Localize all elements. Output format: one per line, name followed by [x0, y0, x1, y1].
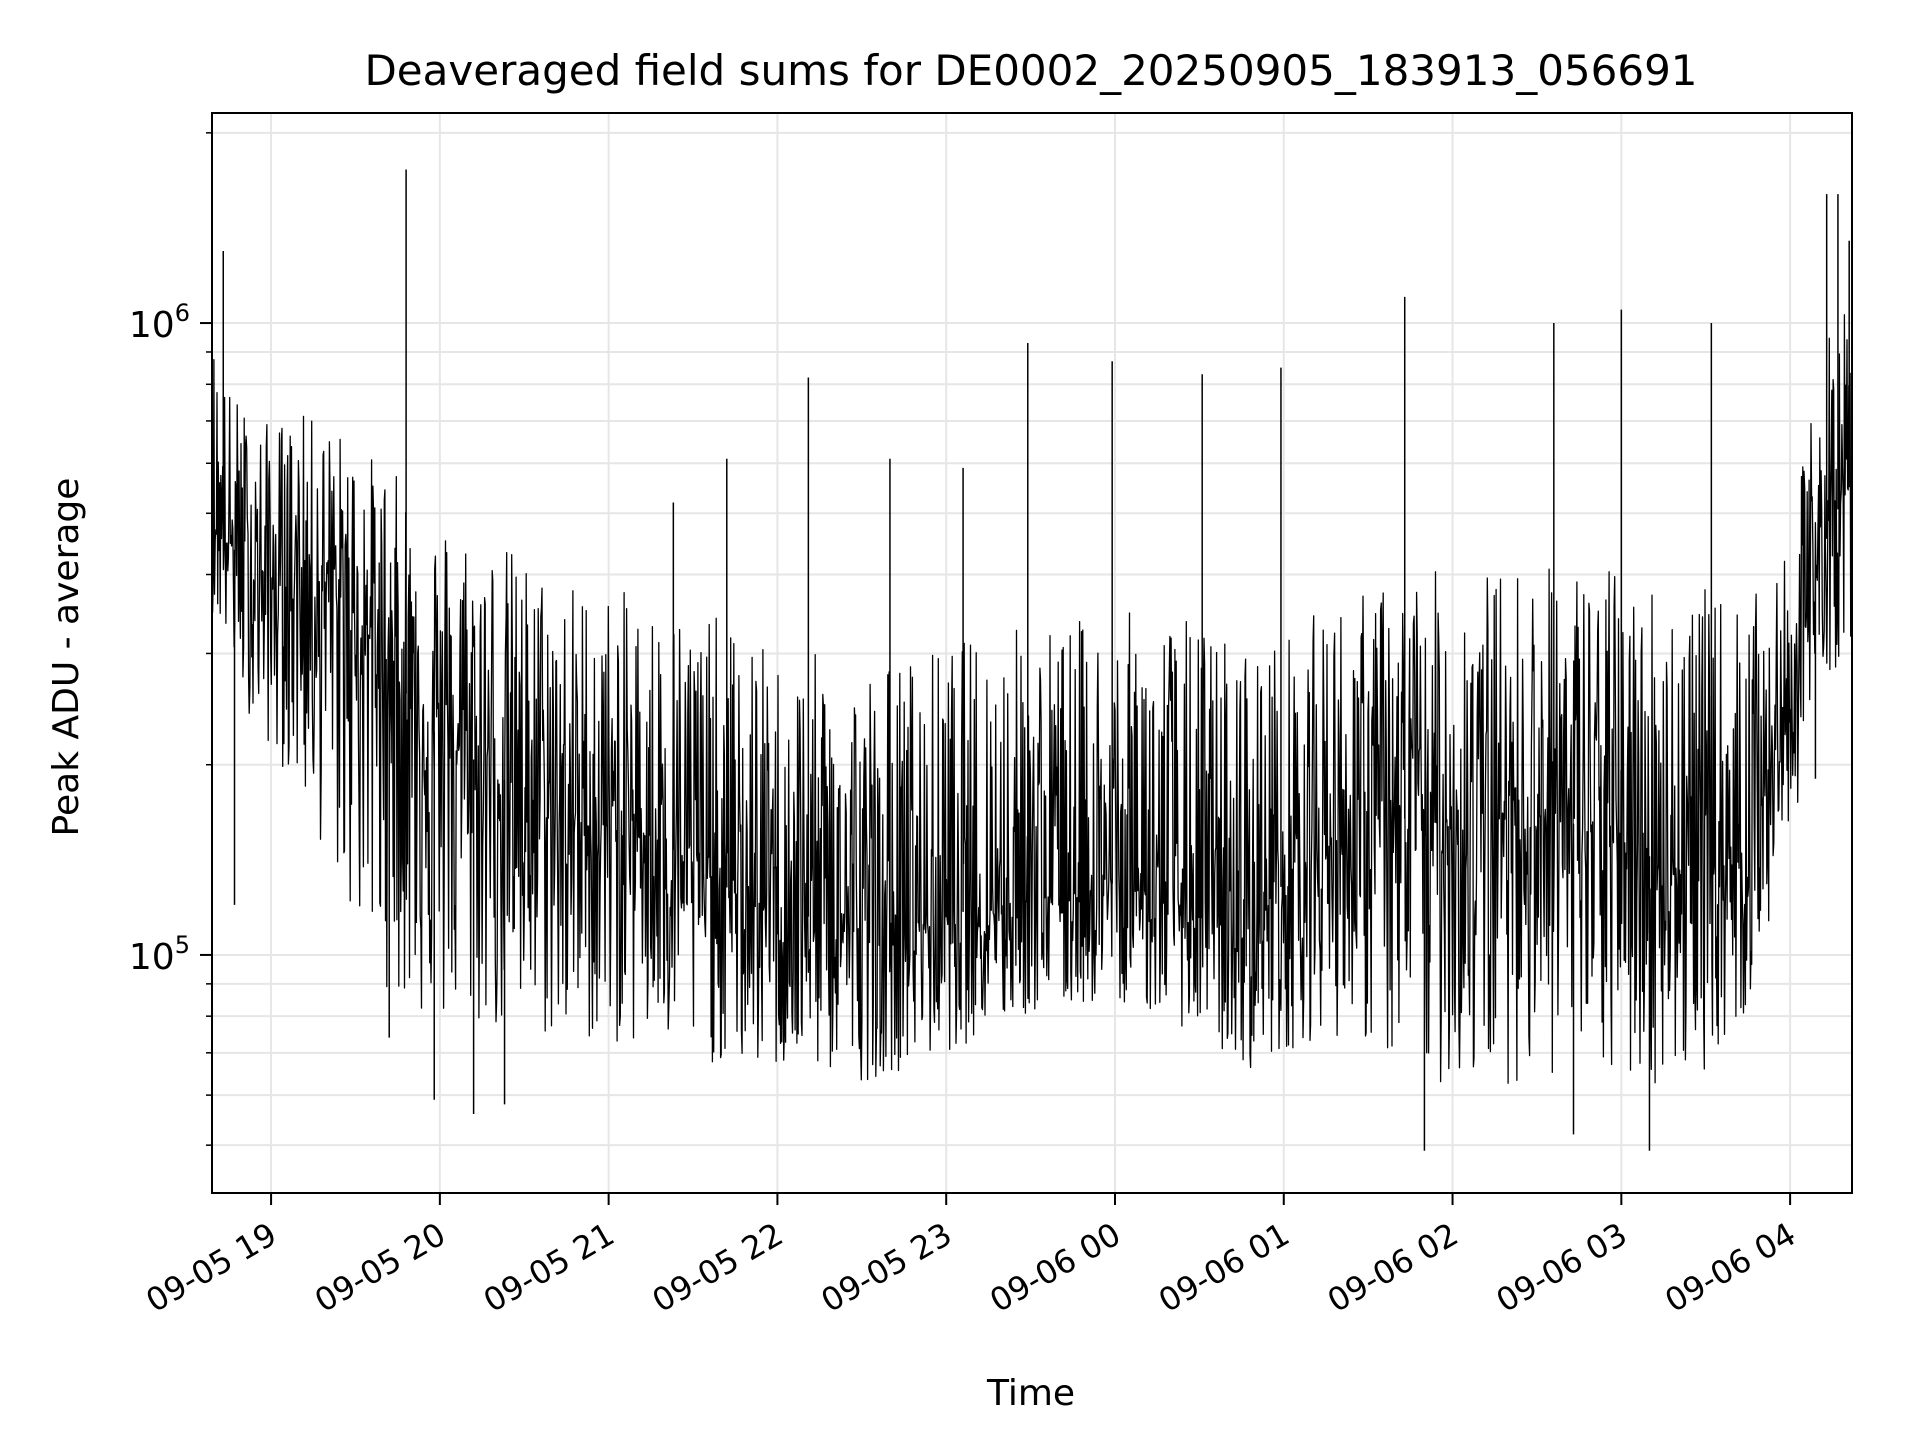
y-tick-label-exponent: 5	[175, 931, 190, 959]
grid-lines	[212, 113, 1852, 1193]
y-tick-label: 106	[129, 299, 190, 346]
x-axis-label: Time	[986, 1373, 1075, 1414]
chart-title: Deaveraged field sums for DE0002_2025090…	[364, 46, 1697, 95]
y-tick-label: 105	[129, 931, 190, 978]
y-tick-label-exponent: 6	[175, 299, 190, 327]
y-tick-label-base: 10	[129, 937, 175, 978]
y-tick-label-base: 10	[129, 305, 175, 346]
series-trace	[211, 314, 1853, 1084]
y-axis-label: Peak ADU - average	[46, 478, 87, 837]
